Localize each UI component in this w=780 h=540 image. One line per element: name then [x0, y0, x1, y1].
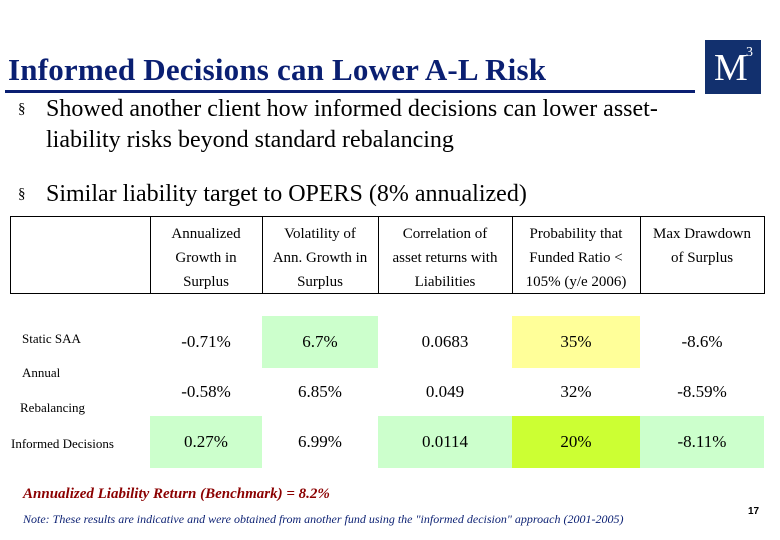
header-probability: Probability that Funded Ratio <105% (y/e …	[525, 226, 627, 290]
cell-informed-probability: 20%	[512, 416, 640, 468]
row-label-informed-decisions: Informed Decisions	[11, 436, 114, 451]
bullet-1-line-1: Showed another client how informed decis…	[46, 96, 658, 122]
page-number: 17	[748, 506, 760, 517]
table-header-rule	[10, 293, 765, 294]
cell-annual-correlation: 0.049	[425, 382, 465, 401]
bullet-2-text: Similar liability target to OPERS (8% an…	[46, 181, 527, 207]
header-correlation: Correlation of asset returns with Liabilit…	[392, 226, 498, 290]
header-volatility: Volatility of Ann. Growth in Surplus	[272, 226, 368, 290]
table-divider	[512, 216, 513, 294]
cell-annual-drawdown: -8.59%	[677, 382, 727, 401]
cell-informed-correlation: 0.0114	[378, 416, 512, 468]
row-label-annual: Annual	[22, 365, 61, 380]
bullet-mark: §	[18, 101, 26, 117]
row-label-rebalancing: Rebalancing	[20, 400, 85, 415]
table-divider	[640, 216, 641, 294]
cell-annual-growth: -0.58%	[181, 382, 231, 401]
table-divider	[378, 216, 379, 294]
header-annualized-growth: Annualized Growth in Surplus	[171, 226, 241, 290]
cell-static-drawdown: -8.6%	[681, 332, 723, 351]
cell-static-probability: 35%	[512, 316, 640, 368]
cell-informed-volatility: 6.99%	[298, 432, 342, 451]
cell-informed-growth: 0.27%	[150, 416, 262, 468]
cell-annual-volatility: 6.85%	[298, 382, 342, 401]
row-label-static-saa: Static SAA	[22, 331, 81, 346]
table-border-right	[764, 216, 765, 294]
table-border-left	[10, 216, 11, 294]
logo-superscript: 3	[746, 45, 753, 60]
cell-informed-drawdown: -8.11%	[640, 416, 764, 468]
title-underline	[5, 90, 695, 93]
slide-title: Informed Decisions can Lower A-L Risk	[8, 52, 547, 87]
benchmark-note: Annualized Liability Return (Benchmark) …	[23, 486, 330, 502]
header-max-drawdown: Max Drawdown of Surplus	[653, 226, 751, 266]
logo-letter: M	[714, 47, 748, 89]
bullet-1-line-2: liability risks beyond standard rebalanc…	[46, 127, 454, 153]
cell-static-correlation: 0.0683	[421, 332, 469, 351]
bullet-mark: §	[18, 186, 26, 202]
m3-logo: M 3	[705, 40, 761, 94]
cell-static-growth: -0.71%	[181, 332, 231, 351]
cell-annual-probability: 32%	[560, 382, 592, 401]
table-divider	[262, 216, 263, 294]
table-divider	[150, 216, 151, 294]
disclaimer-note: Note: These results are indicative and w…	[23, 512, 624, 526]
cell-static-volatility: 6.7%	[262, 316, 378, 368]
table-border-top	[10, 216, 765, 217]
